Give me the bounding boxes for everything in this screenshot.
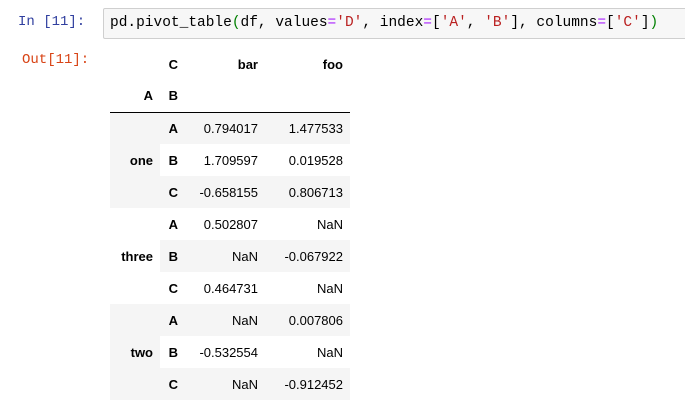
table-row: three A 0.502807 NaN [110,208,350,264]
code-token: 'A' [440,15,467,31]
cell-value: 0.007806 [288,312,343,328]
header-blank [110,48,160,80]
table-row: B 1.709597 0.019528 [110,144,350,176]
code-input-cell[interactable]: pd.pivot_table(df, values='D', index=['A… [103,8,685,39]
group-label: two [130,344,153,360]
cell-value: 0.794017 [203,120,258,136]
table-row: one A 0.794017 1.477533 [110,112,350,168]
cell-value: NaN [231,248,258,264]
input-prompt: In [11]: [18,14,86,30]
columns-name: C [168,56,178,72]
cell-value: NaN [231,312,258,328]
code-token: 'C' [614,15,641,31]
code-token: , [466,15,485,31]
cell-value: 0.019528 [288,152,343,168]
group-label: three [121,248,153,264]
code-token: = [327,15,337,31]
cell-value: NaN [316,280,343,296]
group-label: one [129,152,153,168]
code-token: , index [362,15,424,31]
code-token: ], columns [510,15,598,31]
cell-value: -0.532554 [199,344,258,360]
table-row: B -0.532554 NaN [110,336,350,368]
row-label: A [168,120,178,136]
row-label: B [168,248,178,264]
cell-value: -0.912452 [284,376,343,392]
pivot-table-output: C bar foo A B one A 0.794017 1.477533 B 1.709… [110,48,350,400]
code-token: 'D' [336,15,363,31]
row-label: C [168,184,178,200]
row-label: B [168,152,178,168]
code-token: 'B' [484,15,511,31]
cell-value: 1.477533 [288,120,343,136]
output-prompt: Out[11]: [22,52,90,68]
cell-value: NaN [316,344,343,360]
column-header: bar [237,56,258,72]
row-label: C [168,280,178,296]
header-blank [265,80,350,113]
table-row: two A NaN 0.007806 [110,304,350,360]
cell-value: 0.806713 [288,184,343,200]
code-token: ] [640,15,650,31]
column-header: foo [322,56,343,72]
cell-value: NaN [231,376,258,392]
code-token: pd.pivot_table [110,15,232,31]
cell-value: NaN [316,216,343,232]
code-token: [ [606,15,615,31]
code-token: df, values [240,15,328,31]
cell-value: -0.658155 [199,184,258,200]
table-row: C 0.464731 NaN [110,272,350,304]
cell-value: 0.464731 [203,280,258,296]
header-blank [185,80,265,113]
row-label: A [168,312,178,328]
cell-value: 0.502807 [203,216,258,232]
index-name: B [160,80,185,113]
code-token: = [423,15,432,31]
index-name: A [110,80,160,113]
row-label: A [168,216,178,232]
code-token: ) [649,15,659,31]
code-token: [ [431,15,441,31]
code-token: ( [231,15,241,31]
row-label: B [168,344,178,360]
row-label: C [168,376,178,392]
code-token: = [597,15,607,31]
cell-value: 1.709597 [203,152,258,168]
cell-value: -0.067922 [284,248,343,264]
